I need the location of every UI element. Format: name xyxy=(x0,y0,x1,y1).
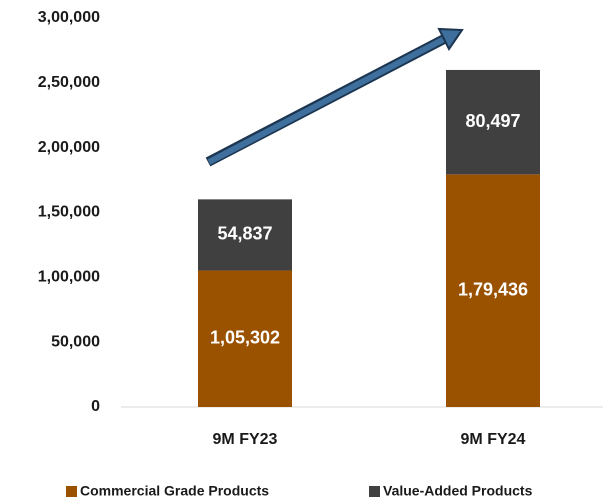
y-tick-label: 1,00,000 xyxy=(38,269,100,286)
y-tick-label: 2,00,000 xyxy=(38,139,100,156)
data-label: 80,497 xyxy=(465,111,520,131)
y-tick-label: 50,000 xyxy=(51,333,100,350)
bar-segment xyxy=(446,174,540,407)
bar-segment xyxy=(446,69,540,175)
legend-swatch xyxy=(66,486,77,497)
data-label: 1,05,302 xyxy=(210,327,280,347)
bar-segment xyxy=(198,270,292,407)
x-tick-label: 9M FY24 xyxy=(461,431,526,448)
data-label: 54,837 xyxy=(217,224,272,244)
legend-swatch xyxy=(369,486,380,497)
y-tick-label: 1,50,000 xyxy=(38,204,100,221)
y-tick-label: 3,00,000 xyxy=(38,9,100,26)
legend-label: Commercial Grade Products xyxy=(80,483,269,499)
data-label: 1,79,436 xyxy=(458,279,528,299)
y-tick-label: 2,50,000 xyxy=(38,74,100,91)
trend-arrow xyxy=(205,27,464,167)
y-tick-label: 0 xyxy=(91,398,100,415)
legend-label: Value-Added Products xyxy=(383,483,533,499)
bar-segment xyxy=(198,199,292,271)
x-tick-label: 9M FY23 xyxy=(213,431,278,448)
